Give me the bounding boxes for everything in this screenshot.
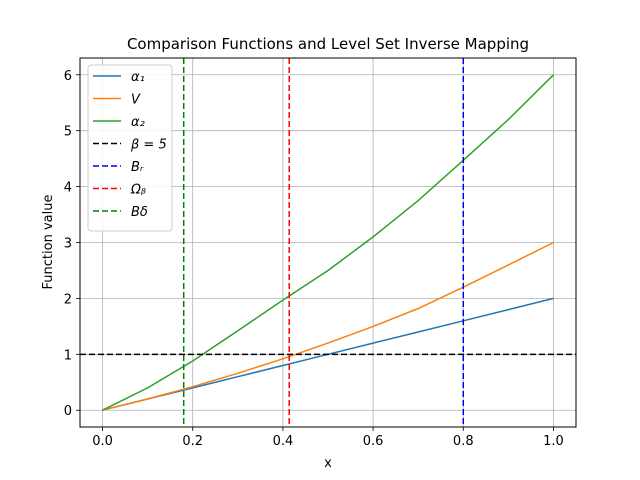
legend-label: Bᵣ <box>131 160 144 175</box>
y-axis-label: Function value <box>41 195 56 290</box>
x-tick-label: 0.6 <box>363 434 384 449</box>
y-tick-label: 2 <box>64 292 72 307</box>
legend-label: Bδ <box>131 205 148 220</box>
legend: α₁ Vα₂ β = 5 Bᵣ Ωᵦ Bδ <box>87 64 173 232</box>
x-tick-label: 0.0 <box>92 434 113 449</box>
x-tick-label: 0.2 <box>182 434 203 449</box>
y-tick-label: 3 <box>64 237 72 252</box>
legend-box <box>87 64 173 232</box>
series-line-1 <box>102 241 554 411</box>
legend-label: α₂ <box>131 115 145 130</box>
y-tick-label: 6 <box>64 69 72 84</box>
legend-label: α₁ <box>131 70 145 85</box>
x-tick-label: 0.8 <box>453 434 474 449</box>
legend-label: Ωᵦ <box>130 183 146 198</box>
x-axis-label: x <box>324 456 332 471</box>
y-tick-label: 4 <box>64 181 72 196</box>
x-tick-label: 1.0 <box>543 434 564 449</box>
legend-label: β = 5 <box>130 138 167 153</box>
y-tick-label: 0 <box>64 404 72 419</box>
y-tick-label: 1 <box>64 348 72 363</box>
ticks: 0.0 0.2 0.4 0.6 0.8 1.0 0 1 2 3 4 5 6 <box>64 69 564 449</box>
series-line-2 <box>102 74 555 411</box>
y-tick-label: 5 <box>64 125 72 140</box>
chart-title: Comparison Functions and Level Set Inver… <box>127 35 529 53</box>
plot-lines <box>80 58 576 427</box>
legend-label: V <box>131 93 141 108</box>
x-tick-label: 0.4 <box>273 434 294 449</box>
